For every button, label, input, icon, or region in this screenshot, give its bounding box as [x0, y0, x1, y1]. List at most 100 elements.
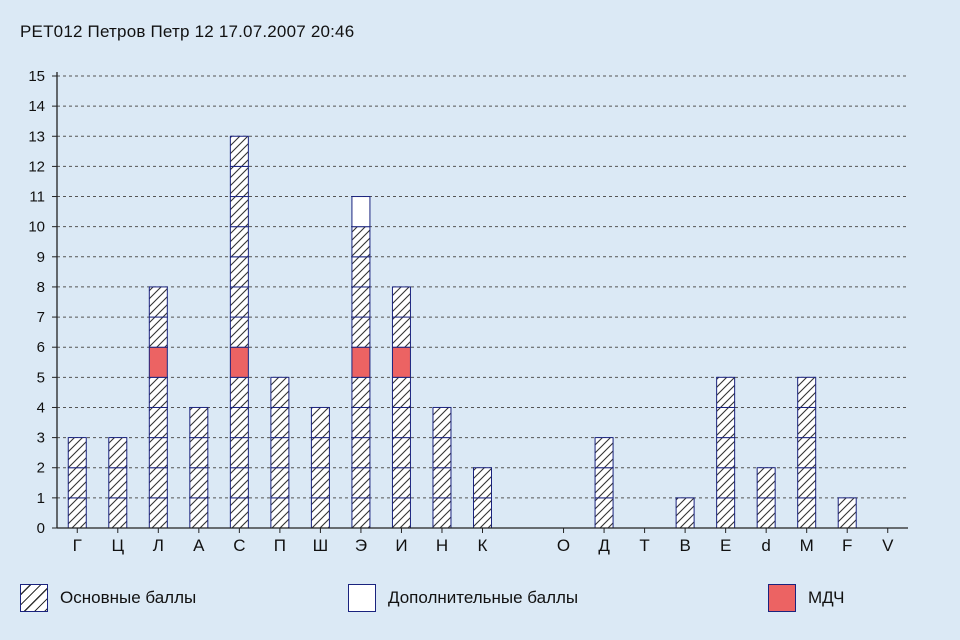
y-tick-label: 1 — [37, 490, 45, 507]
y-tick-label: 2 — [37, 460, 45, 477]
bar-cell-main — [310, 467, 330, 499]
bar-cell-main — [837, 497, 857, 529]
bar-cell-main — [351, 226, 371, 258]
x-tick-label: Е — [720, 536, 731, 555]
x-tick-label: К — [478, 536, 488, 555]
bar-cell-main — [432, 497, 452, 529]
bar-cell-main — [310, 437, 330, 469]
bar-cell-main — [594, 497, 614, 529]
bar-cell-main — [229, 437, 249, 469]
bar-cell-main — [473, 467, 492, 499]
bar-cell-main — [675, 497, 695, 529]
x-tick-label: А — [193, 536, 205, 555]
legend-mdch: МДЧ — [768, 582, 844, 614]
legend-extra: Дополнительные баллы — [348, 582, 578, 614]
bar-cell-main — [148, 497, 168, 529]
bar-cell-main — [716, 497, 736, 529]
bar-cell-main — [270, 497, 290, 529]
legend-main: Основные баллы — [20, 582, 196, 614]
bar-cell-main — [148, 376, 168, 408]
bar-cell-main — [756, 467, 776, 499]
bar-cell-main — [229, 467, 249, 499]
bar-cell-main — [391, 497, 411, 529]
bar-cell-main — [148, 406, 168, 439]
x-tick-label: Н — [436, 536, 448, 555]
bar-cell-main — [391, 376, 411, 408]
bar-cell-main — [391, 467, 411, 499]
x-tick-label: И — [395, 536, 407, 555]
bar-cell-main — [351, 467, 371, 499]
bar-cell-main — [310, 406, 330, 439]
y-tick-label: 10 — [28, 219, 45, 236]
x-tick-label: Г — [73, 536, 82, 555]
legend-swatch-extra — [348, 584, 376, 612]
bar-cell-main — [716, 437, 736, 469]
bar-cell-main — [391, 437, 411, 469]
bar-cell-main — [310, 497, 330, 529]
bar-cell-main — [229, 256, 249, 288]
bar-cell-main — [351, 406, 371, 439]
x-tick-label: М — [800, 536, 814, 555]
x-tick-label: Л — [153, 536, 164, 555]
x-tick-label: V — [882, 536, 894, 555]
bar-cell-main — [108, 467, 128, 499]
x-tick-label: Ц — [111, 536, 124, 555]
y-tick-label: 3 — [37, 430, 45, 447]
bar-cell-main — [391, 406, 411, 439]
bar-cell-mdch — [391, 346, 411, 378]
bar-cell-main — [797, 497, 817, 529]
bar-cell-main — [391, 286, 411, 318]
bar-cell-main — [351, 316, 371, 348]
y-tick-label: 15 — [28, 68, 45, 85]
y-tick-label: 4 — [37, 399, 45, 416]
x-tick-label: d — [761, 536, 770, 555]
bar-cell-main — [148, 437, 168, 469]
y-tick-label: 7 — [37, 309, 45, 326]
bar-cell-main — [67, 437, 87, 469]
x-tick-label: Э — [355, 536, 367, 555]
bar-cell-main — [797, 376, 817, 408]
bar-cell-main — [270, 406, 290, 439]
x-tick-label: Ш — [313, 536, 329, 555]
bar-cell-main — [189, 497, 209, 529]
y-tick-label: 9 — [37, 249, 45, 266]
bars — [67, 135, 857, 529]
bar-cell-main — [797, 406, 817, 439]
bar-cell-main — [229, 135, 249, 167]
bar-cell-main — [351, 437, 371, 469]
bar-cell-main — [594, 437, 614, 469]
bar-cell-main — [716, 406, 736, 439]
bar-cell-main — [797, 467, 817, 499]
bar-cell-main — [351, 376, 371, 408]
legend-swatch-mdch — [768, 584, 796, 612]
bar-cell-main — [229, 226, 249, 258]
bar-cell-main — [351, 286, 371, 318]
x-tick-label: F — [842, 536, 852, 555]
x-tick-label: Т — [639, 536, 649, 555]
bar-cell-main — [270, 376, 290, 408]
bar-cell-extra — [351, 196, 371, 228]
bar-cell-main — [351, 256, 371, 288]
bar-cell-mdch — [229, 346, 249, 378]
bar-cell-main — [108, 497, 128, 529]
bar-cell-main — [432, 467, 452, 499]
bar-cell-main — [189, 437, 209, 469]
x-tick-label: О — [557, 536, 570, 555]
x-tick-label: П — [274, 536, 286, 555]
y-tick-label: 13 — [28, 128, 45, 145]
bar-cell-main — [229, 286, 249, 318]
bar-cell-main — [432, 437, 452, 469]
bar-cell-mdch — [351, 346, 371, 378]
y-tick-label: 6 — [37, 339, 45, 356]
bar-cell-main — [270, 437, 290, 469]
bar-cell-main — [229, 316, 249, 348]
legend-swatch-main — [20, 584, 48, 612]
y-tick-label: 14 — [28, 98, 45, 115]
bar-cell-main — [189, 406, 209, 439]
grid — [57, 75, 908, 499]
x-tick-label: С — [233, 536, 245, 555]
bar-cell-main — [716, 376, 736, 408]
